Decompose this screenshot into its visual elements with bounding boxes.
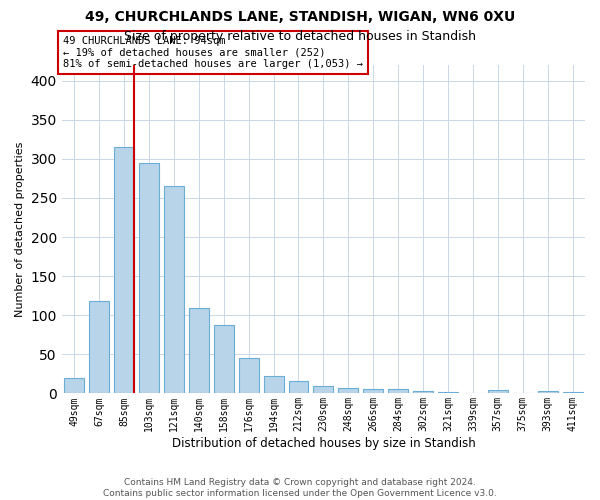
Bar (189, 308, 209, 394)
Text: 49 CHURCHLANDS LANE: 94sqm
← 19% of detached houses are smaller (252)
81% of sem: 49 CHURCHLANDS LANE: 94sqm ← 19% of deta… (63, 36, 363, 69)
Bar (513, 392, 533, 394)
X-axis label: Distribution of detached houses by size in Standish: Distribution of detached houses by size … (172, 437, 475, 450)
Bar (363, 388, 383, 394)
Bar (313, 386, 334, 394)
Y-axis label: Number of detached properties: Number of detached properties (15, 142, 25, 317)
Bar (114, 147, 134, 394)
Bar (89, 301, 109, 394)
Bar (538, 391, 557, 394)
Bar (289, 381, 308, 394)
Bar (463, 392, 483, 394)
Bar (164, 186, 184, 394)
Text: Size of property relative to detached houses in Standish: Size of property relative to detached ho… (124, 30, 476, 43)
Bar (263, 376, 284, 394)
Text: Contains HM Land Registry data © Crown copyright and database right 2024.
Contai: Contains HM Land Registry data © Crown c… (103, 478, 497, 498)
Bar (438, 392, 458, 394)
Bar (488, 390, 508, 394)
Bar (338, 388, 358, 394)
Text: 49, CHURCHLANDS LANE, STANDISH, WIGAN, WN6 0XU: 49, CHURCHLANDS LANE, STANDISH, WIGAN, W… (85, 10, 515, 24)
Bar (413, 391, 433, 394)
Bar (239, 358, 259, 394)
Bar (64, 378, 84, 394)
Bar (214, 324, 234, 394)
Bar (139, 162, 159, 394)
Bar (388, 388, 408, 394)
Bar (563, 392, 583, 394)
